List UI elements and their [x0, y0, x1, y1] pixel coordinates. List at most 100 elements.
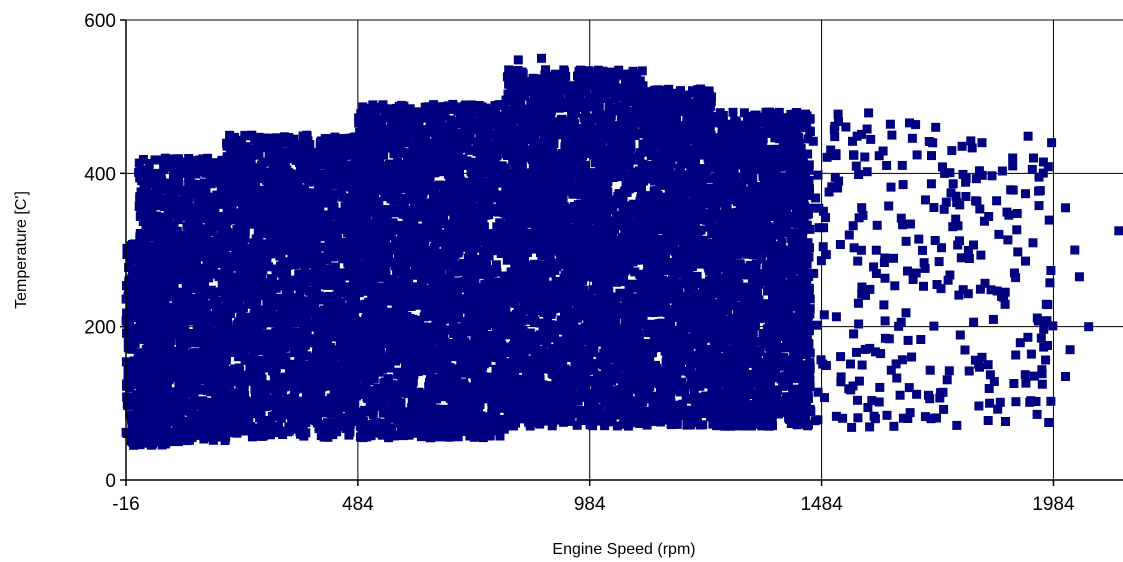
data-point	[315, 204, 325, 214]
data-point	[166, 336, 176, 346]
data-point	[225, 147, 235, 157]
data-point	[196, 245, 206, 255]
data-point	[324, 322, 333, 332]
data-point	[228, 418, 237, 428]
data-point	[196, 385, 206, 395]
data-point	[235, 260, 245, 270]
data-point	[159, 256, 168, 266]
data-point	[192, 355, 202, 365]
data-point	[228, 340, 238, 350]
data-point	[201, 322, 211, 332]
data-point	[278, 372, 288, 382]
data-point	[307, 352, 317, 362]
data-point	[484, 251, 494, 261]
data-point	[226, 333, 236, 343]
data-point	[243, 198, 253, 208]
data-point	[203, 153, 213, 163]
data-point	[498, 374, 508, 384]
data-point	[265, 142, 274, 152]
data-point	[145, 306, 154, 316]
data-point	[255, 217, 265, 227]
data-point	[206, 179, 216, 189]
data-point	[317, 408, 327, 418]
data-point	[354, 231, 364, 241]
data-point	[136, 413, 146, 422]
data-point	[208, 197, 218, 207]
data-point	[182, 398, 192, 408]
data-point	[241, 396, 251, 406]
data-point	[237, 249, 247, 259]
data-point	[336, 268, 346, 278]
data-point	[217, 252, 227, 262]
data-point	[310, 159, 320, 169]
data-point	[150, 174, 160, 184]
data-point	[314, 183, 324, 193]
data-point	[482, 340, 492, 350]
data-point	[266, 197, 276, 207]
data-point	[136, 434, 146, 444]
data-point	[182, 315, 192, 325]
data-point	[495, 431, 505, 441]
data-point	[126, 371, 136, 381]
data-point	[291, 385, 300, 394]
data-point	[248, 363, 258, 373]
data-point	[257, 374, 267, 384]
data-point	[259, 314, 269, 324]
data-point	[125, 337, 135, 347]
data-point	[387, 423, 397, 433]
data-point	[216, 388, 226, 398]
data-point	[361, 146, 370, 156]
data-point	[272, 242, 282, 251]
data-point	[214, 305, 224, 315]
data-point	[298, 419, 308, 429]
data-point	[292, 407, 302, 417]
data-point	[240, 284, 250, 294]
data-point	[288, 245, 298, 255]
data-point	[272, 225, 282, 235]
data-point	[261, 208, 271, 218]
data-point	[242, 131, 252, 141]
data-point	[289, 317, 299, 327]
data-point	[199, 296, 209, 306]
data-point	[240, 413, 250, 423]
data-point	[305, 400, 315, 410]
data-point	[154, 316, 164, 325]
data-point	[147, 293, 156, 303]
data-point	[197, 359, 207, 369]
data-point	[188, 284, 198, 294]
data-point	[237, 174, 247, 184]
data-point	[277, 344, 287, 354]
data-point	[254, 150, 264, 160]
data-point	[202, 249, 212, 259]
data-point	[222, 141, 232, 151]
data-point	[310, 337, 320, 347]
data-point	[135, 440, 145, 450]
data-point	[389, 149, 399, 159]
data-point	[170, 254, 179, 264]
data-point	[208, 375, 218, 385]
data-point	[232, 224, 242, 234]
data-point	[199, 342, 209, 352]
data-point	[325, 226, 335, 235]
data-point	[221, 355, 231, 365]
data-point	[295, 294, 304, 304]
data-point	[153, 279, 163, 289]
data-point	[267, 366, 277, 376]
data-point	[190, 260, 200, 270]
data-point	[453, 289, 462, 299]
data-point	[287, 232, 297, 242]
data-point	[284, 133, 294, 142]
data-point	[151, 389, 161, 399]
data-point	[208, 192, 218, 202]
data-point	[228, 242, 238, 251]
data-point	[170, 171, 180, 181]
data-point	[226, 325, 236, 335]
data-point	[175, 355, 185, 364]
data-point	[199, 313, 209, 323]
data-point	[138, 357, 148, 367]
data-point	[243, 255, 253, 264]
data-point	[455, 160, 465, 170]
data-point	[289, 392, 299, 401]
data-point	[466, 167, 476, 177]
data-point	[251, 215, 261, 225]
